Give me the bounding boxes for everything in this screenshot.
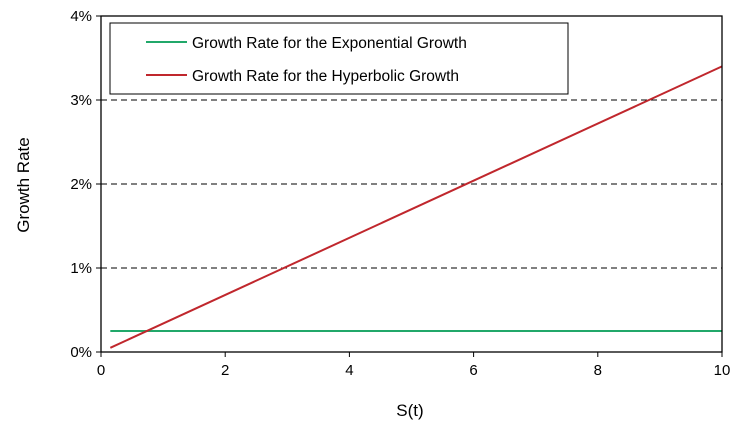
- grid-lines: [101, 99, 722, 269]
- legend-label-exponential: Growth Rate for the Exponential Growth: [192, 35, 467, 52]
- series-line-hyperbolic: [109, 65, 723, 349]
- axis-ticks: 0% 1% 2% 3% 4% 0 2 4 6 8 10: [70, 8, 730, 379]
- legend-label-hyperbolic: Growth Rate for the Hyperbolic Growth: [192, 68, 459, 85]
- x-tick-label: 10: [714, 362, 731, 379]
- x-tick-label: 8: [594, 362, 602, 379]
- y-tick-label: 3%: [70, 92, 92, 109]
- x-axis-title: S(t): [396, 401, 423, 420]
- legend-box: [109, 22, 569, 95]
- legend: Growth Rate for the Exponential Growth G…: [109, 22, 569, 95]
- x-tick-label: 6: [469, 362, 477, 379]
- y-tick-label: 4%: [70, 8, 92, 25]
- y-tick-label: 1%: [70, 260, 92, 277]
- x-tick-label: 4: [345, 362, 353, 379]
- x-tick-label: 0: [97, 362, 105, 379]
- y-tick-label: 2%: [70, 176, 92, 193]
- x-tick-label: 2: [221, 362, 229, 379]
- series-group: [109, 65, 723, 349]
- y-tick-label: 0%: [70, 344, 92, 361]
- y-axis-title: Growth Rate: [14, 137, 33, 232]
